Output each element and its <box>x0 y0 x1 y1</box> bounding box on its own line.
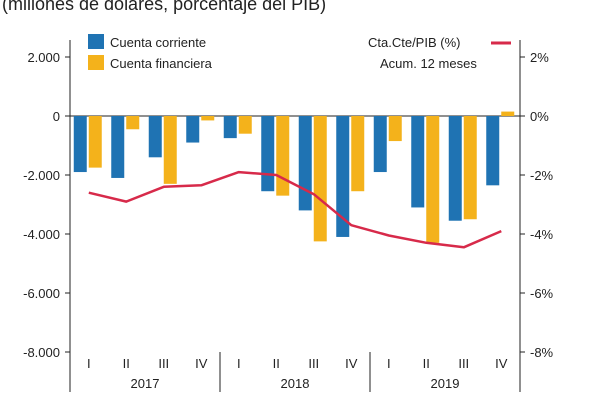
bar-cuenta-financiera <box>501 111 515 116</box>
legend-label-cuenta-financiera: Cuenta financiera <box>110 56 213 71</box>
left-tick-label: -8.000 <box>23 345 60 360</box>
x-tick-label: IV <box>495 356 508 371</box>
x-tick-label: III <box>158 356 169 371</box>
bar-cuenta-corriente <box>186 116 200 143</box>
bar-cuenta-financiera <box>388 116 402 142</box>
bars <box>73 111 515 243</box>
year-label: 2018 <box>281 376 310 391</box>
bar-cuenta-corriente <box>336 116 350 237</box>
bar-cuenta-financiera <box>426 116 440 243</box>
axes: 2.000 0 -2.000 -4.000 -6.000 -8.000 2% 0% -2% -4%… <box>23 40 554 392</box>
bar-cuenta-corriente <box>448 116 462 221</box>
right-tick-label: 0% <box>530 109 549 124</box>
legend: Cuenta corriente Cuenta financiera Cta.Cte… <box>88 34 511 71</box>
x-tick-label: I <box>387 356 391 371</box>
left-tick-label: -2.000 <box>23 168 60 183</box>
bar-cuenta-corriente <box>373 116 387 173</box>
legend-swatch-cuenta-corriente <box>88 34 104 49</box>
bar-cuenta-corriente <box>261 116 275 192</box>
legend-label-acum-12-meses: Acum. 12 meses <box>380 56 477 71</box>
legend-label-cta-cte-pib: Cta.Cte/PIB (%) <box>368 35 460 50</box>
x-tick-label: IV <box>345 356 358 371</box>
right-tick-label: 2% <box>530 50 549 65</box>
left-tick-label: -4.000 <box>23 227 60 242</box>
right-tick-label: -2% <box>530 168 554 183</box>
x-tick-label: I <box>87 356 91 371</box>
bar-cuenta-corriente <box>411 116 425 208</box>
bar-cuenta-corriente <box>298 116 312 211</box>
legend-label-cuenta-corriente: Cuenta corriente <box>110 35 206 50</box>
x-tick-label: II <box>423 356 430 371</box>
line-cta-cte-pib <box>88 170 502 249</box>
bar-cuenta-financiera <box>276 116 290 196</box>
bar-cuenta-financiera <box>201 116 215 121</box>
x-tick-label: II <box>123 356 130 371</box>
left-tick-label: 2.000 <box>27 50 60 65</box>
line-series <box>88 170 502 249</box>
right-tick-label: -4% <box>530 227 554 242</box>
bar-cuenta-financiera <box>238 116 252 134</box>
bar-cuenta-financiera <box>126 116 140 130</box>
right-tick-label: -6% <box>530 286 554 301</box>
year-label: 2017 <box>131 376 160 391</box>
bar-cuenta-financiera <box>313 116 327 242</box>
x-tick-label: III <box>308 356 319 371</box>
bar-cuenta-corriente <box>111 116 125 178</box>
bar-cuenta-financiera <box>163 116 177 184</box>
bar-cuenta-corriente <box>223 116 237 139</box>
x-tick-label: IV <box>195 356 208 371</box>
bar-cuenta-financiera <box>351 116 365 192</box>
right-tick-label: -8% <box>530 345 554 360</box>
bar-cuenta-corriente <box>148 116 162 158</box>
chart-subtitle: (millones de dólares, porcentaje del PIB… <box>2 0 326 14</box>
bar-cuenta-corriente <box>486 116 500 186</box>
x-tick-label: III <box>458 356 469 371</box>
year-label: 2019 <box>431 376 460 391</box>
legend-swatch-cuenta-financiera <box>88 55 104 70</box>
bar-cuenta-corriente <box>73 116 87 173</box>
x-tick-label: I <box>237 356 241 371</box>
left-tick-label: 0 <box>53 109 60 124</box>
x-tick-label: II <box>273 356 280 371</box>
bar-cuenta-financiera <box>88 116 102 168</box>
bar-cuenta-financiera <box>463 116 477 220</box>
left-tick-label: -6.000 <box>23 286 60 301</box>
